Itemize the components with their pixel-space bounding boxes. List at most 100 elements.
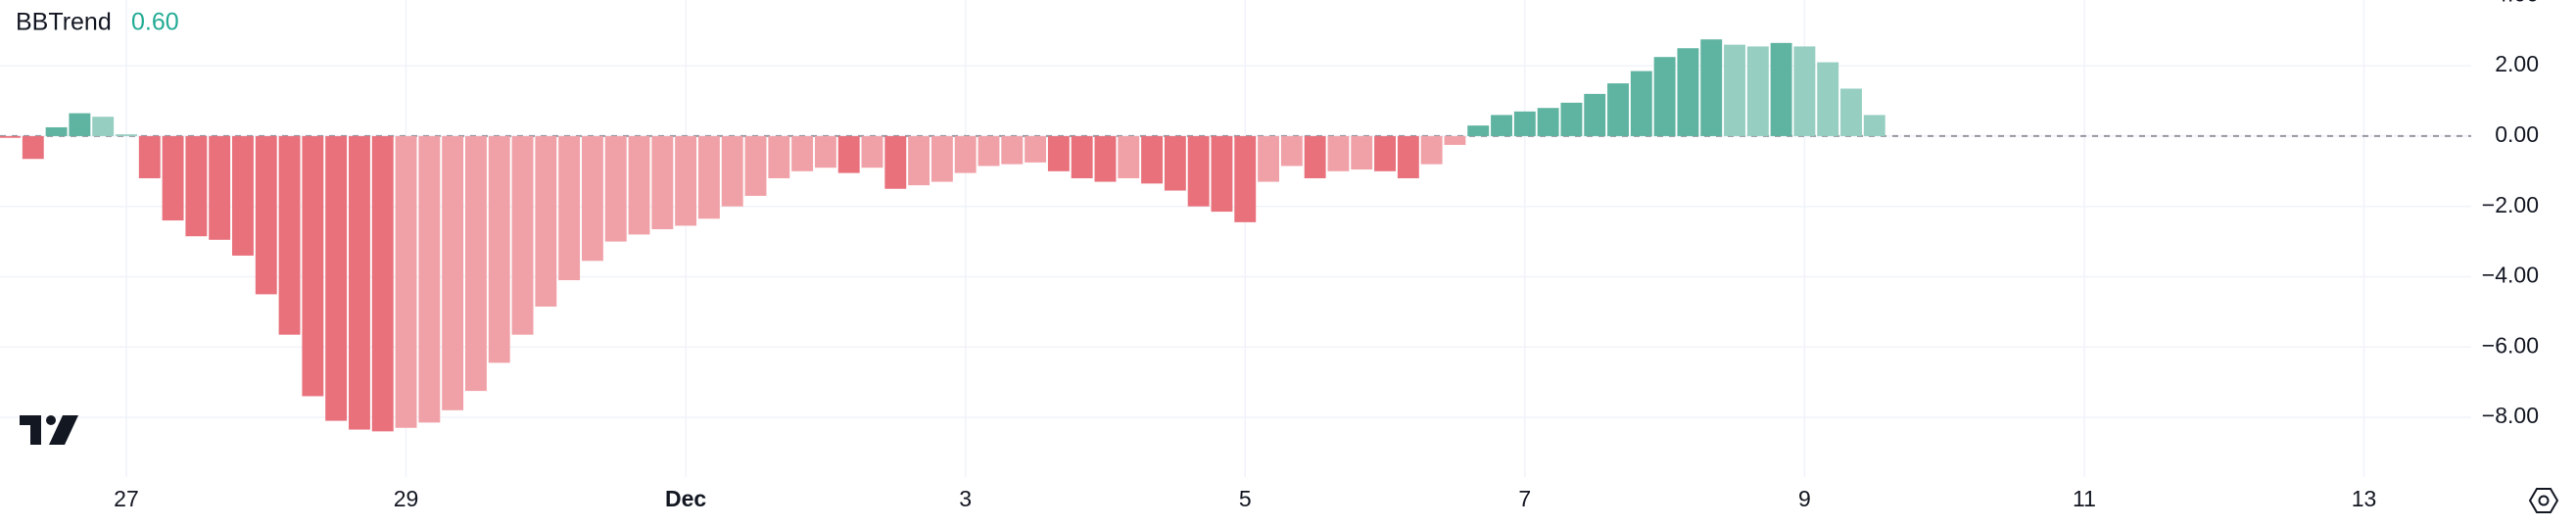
bar — [744, 135, 767, 196]
bar — [92, 117, 115, 136]
bar — [209, 135, 231, 240]
bar — [1071, 135, 1093, 178]
bar — [45, 126, 68, 136]
bar — [908, 135, 930, 186]
bar — [1793, 46, 1816, 136]
bar — [558, 135, 581, 281]
x-tick-label: 7 — [1518, 486, 1531, 511]
bar — [1513, 111, 1536, 136]
bar — [1537, 108, 1559, 136]
bar — [1211, 135, 1233, 213]
bar — [395, 135, 417, 428]
y-tick-label: 2.00 — [2495, 51, 2539, 76]
bar — [511, 135, 534, 335]
bar — [1770, 42, 1792, 136]
bar — [349, 135, 370, 430]
bar — [1397, 135, 1419, 178]
bar — [721, 135, 743, 207]
bar — [581, 135, 603, 262]
bar — [0, 135, 21, 138]
bar — [1141, 135, 1164, 184]
bar — [69, 113, 91, 136]
bar — [1724, 44, 1745, 136]
bar — [768, 135, 790, 178]
bar — [1630, 71, 1652, 136]
bar — [884, 135, 907, 189]
bar — [1351, 135, 1373, 170]
bar — [978, 135, 1000, 167]
bar — [1187, 135, 1210, 207]
bar — [628, 135, 650, 235]
bar — [1304, 135, 1326, 178]
bar — [1094, 135, 1117, 182]
bar — [1047, 135, 1070, 171]
bar — [791, 135, 814, 171]
bar — [837, 135, 860, 173]
bar — [930, 135, 953, 182]
indicator-value: 0.60 — [131, 9, 179, 36]
bar — [814, 135, 836, 168]
x-tick-label: 11 — [2073, 486, 2096, 511]
bar — [116, 134, 137, 136]
bar — [464, 135, 487, 392]
bar — [255, 135, 277, 295]
x-tick-label: 13 — [2352, 486, 2377, 511]
bar — [651, 135, 674, 230]
bar — [1607, 83, 1629, 136]
bar — [371, 135, 394, 432]
bar — [442, 135, 464, 410]
y-tick-label: 4.00 — [2495, 0, 2539, 6]
bar — [232, 135, 254, 256]
bar — [535, 135, 557, 307]
bar — [1653, 57, 1676, 136]
bar — [1327, 135, 1350, 171]
x-tick-label: 9 — [1798, 486, 1811, 511]
bar — [1374, 135, 1396, 171]
y-tick-label: 0.00 — [2495, 121, 2539, 147]
bar — [185, 135, 208, 237]
x-tick-label: 29 — [394, 486, 419, 511]
bar — [954, 135, 977, 173]
x-tick-label: Dec — [665, 486, 706, 511]
bar — [22, 135, 44, 160]
x-tick-label: 3 — [959, 486, 972, 511]
bar — [861, 135, 883, 168]
bar — [302, 135, 324, 397]
bar — [1863, 115, 1885, 136]
bar — [1234, 135, 1257, 222]
bar — [1444, 135, 1466, 145]
indicator-name: BBTrend — [16, 9, 112, 36]
bar — [488, 135, 510, 363]
bar — [1025, 135, 1047, 163]
bar — [1280, 135, 1303, 167]
bar — [1467, 125, 1490, 136]
bar — [1258, 135, 1280, 182]
bar — [1746, 46, 1769, 136]
bar — [697, 135, 720, 219]
y-tick-label: −4.00 — [2482, 263, 2539, 288]
bar — [1584, 93, 1606, 136]
bar — [1677, 48, 1699, 136]
bar — [604, 135, 627, 242]
bar — [278, 135, 301, 335]
bar — [1118, 135, 1140, 178]
settings-icon[interactable] — [2528, 488, 2559, 513]
bar — [1491, 115, 1512, 136]
bar — [1560, 102, 1583, 136]
grid — [0, 0, 2471, 477]
bar — [418, 135, 441, 423]
bar — [162, 135, 184, 221]
bar — [1700, 39, 1723, 136]
y-tick-label: −6.00 — [2482, 332, 2539, 358]
x-tick-label: 27 — [114, 486, 139, 511]
bar — [1817, 62, 1839, 136]
bar — [325, 135, 348, 421]
bar — [1001, 135, 1024, 165]
bar — [1840, 88, 1862, 136]
bars — [0, 39, 1885, 432]
logo — [20, 415, 78, 445]
bar — [675, 135, 697, 226]
bar — [1164, 135, 1186, 191]
